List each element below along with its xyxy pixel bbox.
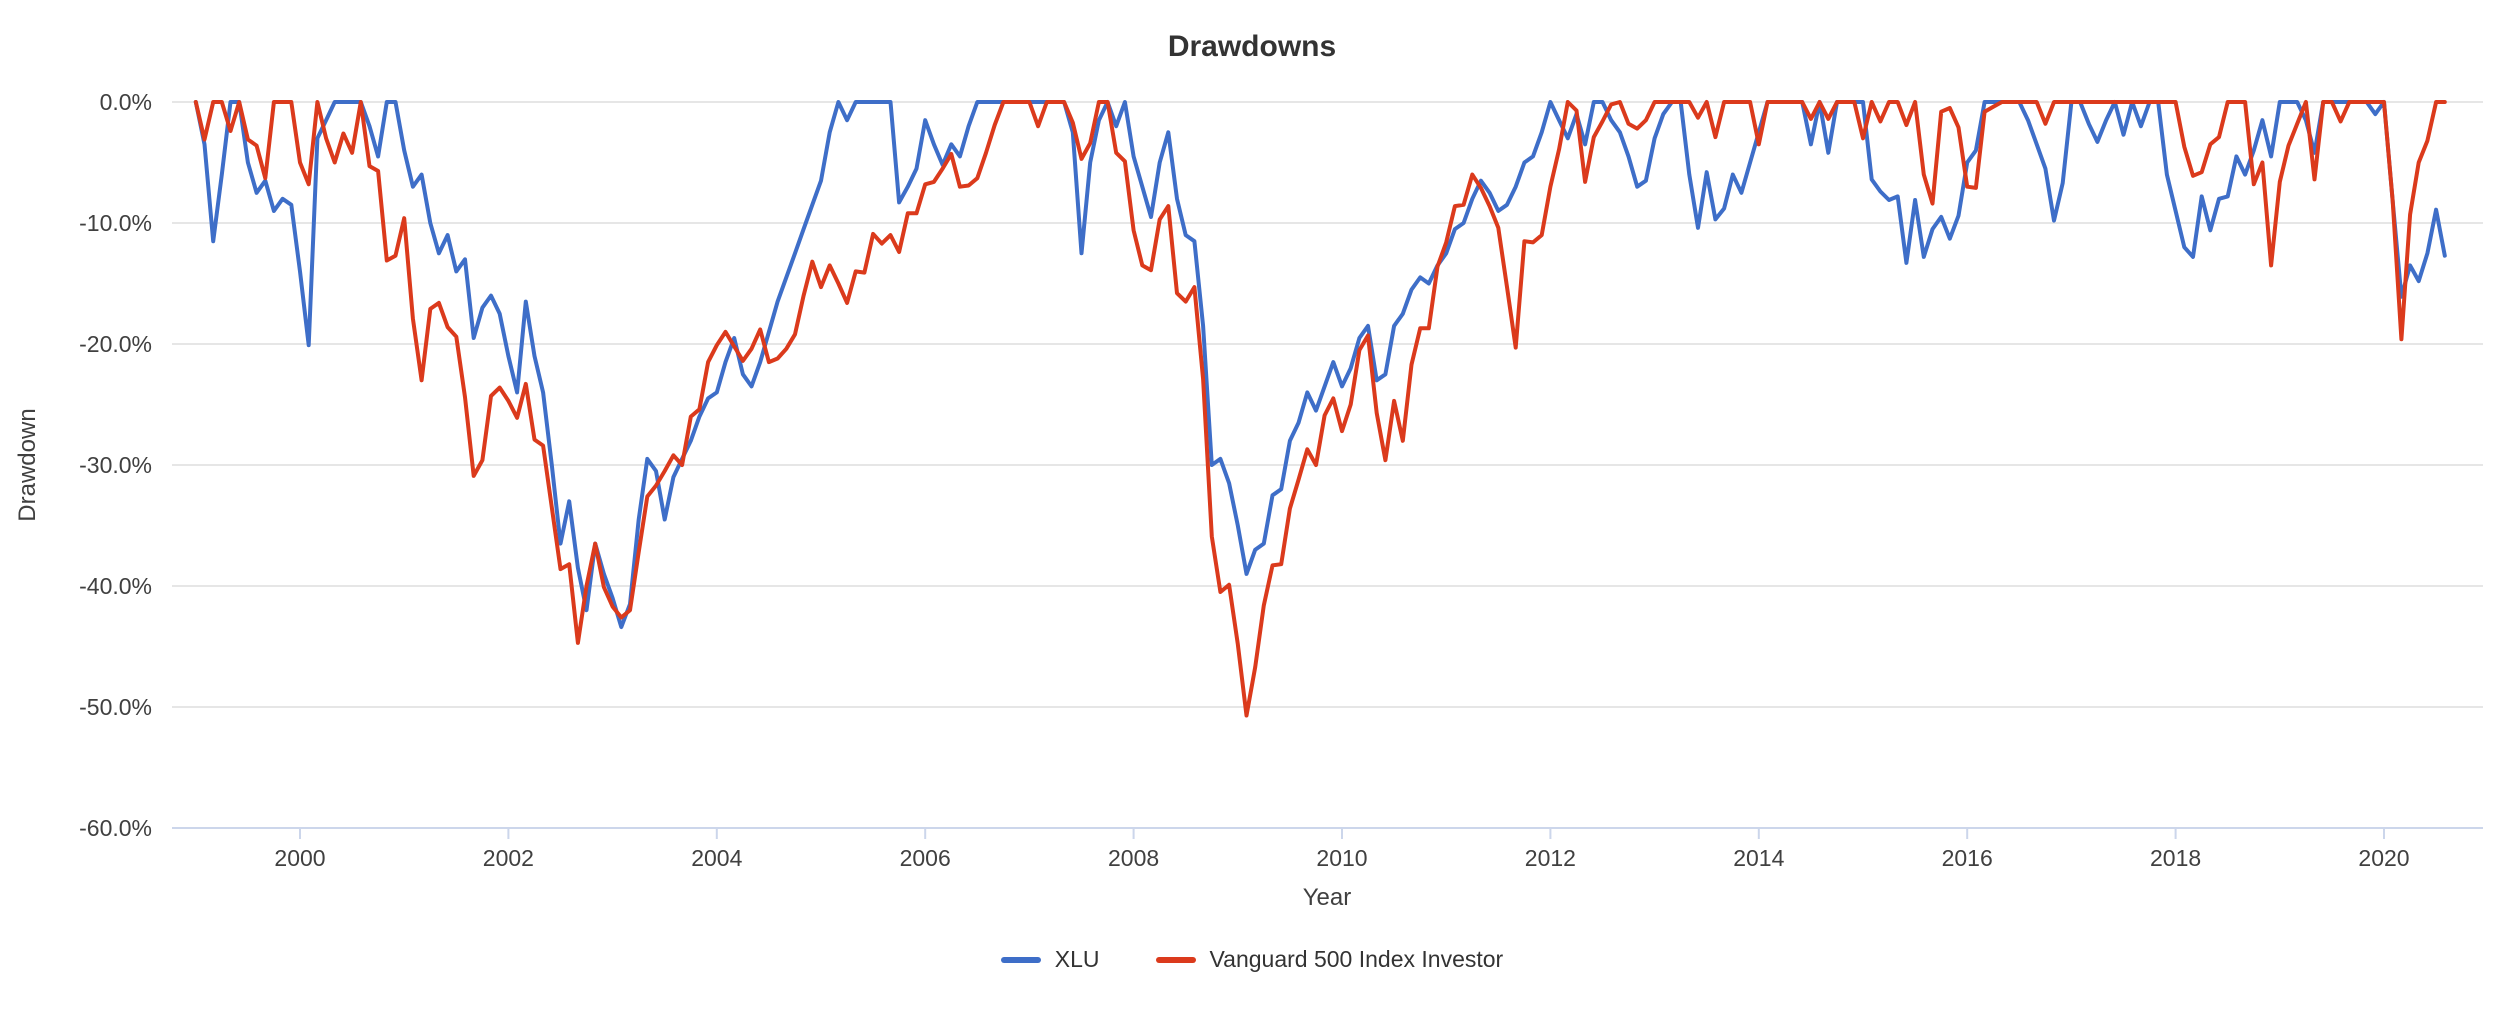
x-axis-tick-label: 2002	[482, 845, 534, 871]
legend: XLU Vanguard 500 Index Investor	[0, 946, 2504, 973]
vanguard-series-swatch	[1155, 956, 1196, 963]
legend-item-vanguard[interactable]: Vanguard 500 Index Investor	[1155, 946, 1504, 973]
y-axis-tick-label: -40.0%	[79, 573, 152, 599]
y-axis-tick-label: -50.0%	[79, 694, 152, 720]
x-axis-tick-label: 2018	[2150, 845, 2202, 871]
x-axis-tick-label: 2020	[2358, 845, 2410, 871]
chart-title: Drawdowns	[1167, 30, 1337, 63]
y-axis-tick-label: -20.0%	[79, 331, 152, 357]
legend-label-vanguard: Vanguard 500 Index Investor	[1209, 946, 1504, 972]
x-axis-tick-label: 2012	[1524, 845, 1576, 871]
y-axis-tick-label: 0.0%	[99, 89, 152, 115]
x-axis-title: Year	[1302, 884, 1352, 911]
xlu-line-series[interactable]	[193, 100, 2447, 630]
vanguard-line-series[interactable]	[193, 100, 2447, 718]
x-axis-tick-label: 2014	[1733, 845, 1785, 871]
x-axis-tick-label: 2000	[274, 845, 326, 871]
x-axis-tick-label: 2006	[899, 845, 951, 871]
y-axis-title: Drawdown	[14, 408, 41, 522]
legend-item-xlu[interactable]: XLU	[1000, 946, 1100, 973]
x-axis-tick-label: 2008	[1108, 845, 1160, 871]
y-axis-tick-label: -10.0%	[79, 210, 152, 236]
y-axis-tick-label: -60.0%	[79, 815, 152, 841]
y-axis-tick-label: -30.0%	[79, 452, 152, 478]
legend-label-xlu: XLU	[1054, 946, 1100, 972]
x-axis-tick-label: 2010	[1316, 845, 1368, 871]
xlu-series-swatch	[1000, 956, 1041, 963]
x-axis-tick-label: 2004	[691, 845, 743, 871]
x-axis-tick-label: 2016	[1941, 845, 1993, 871]
